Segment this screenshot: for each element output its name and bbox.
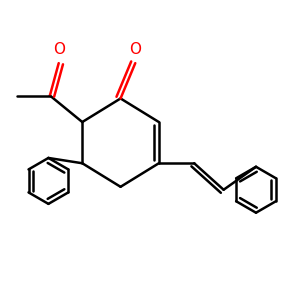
Text: O: O (53, 42, 65, 57)
Text: O: O (129, 42, 141, 57)
